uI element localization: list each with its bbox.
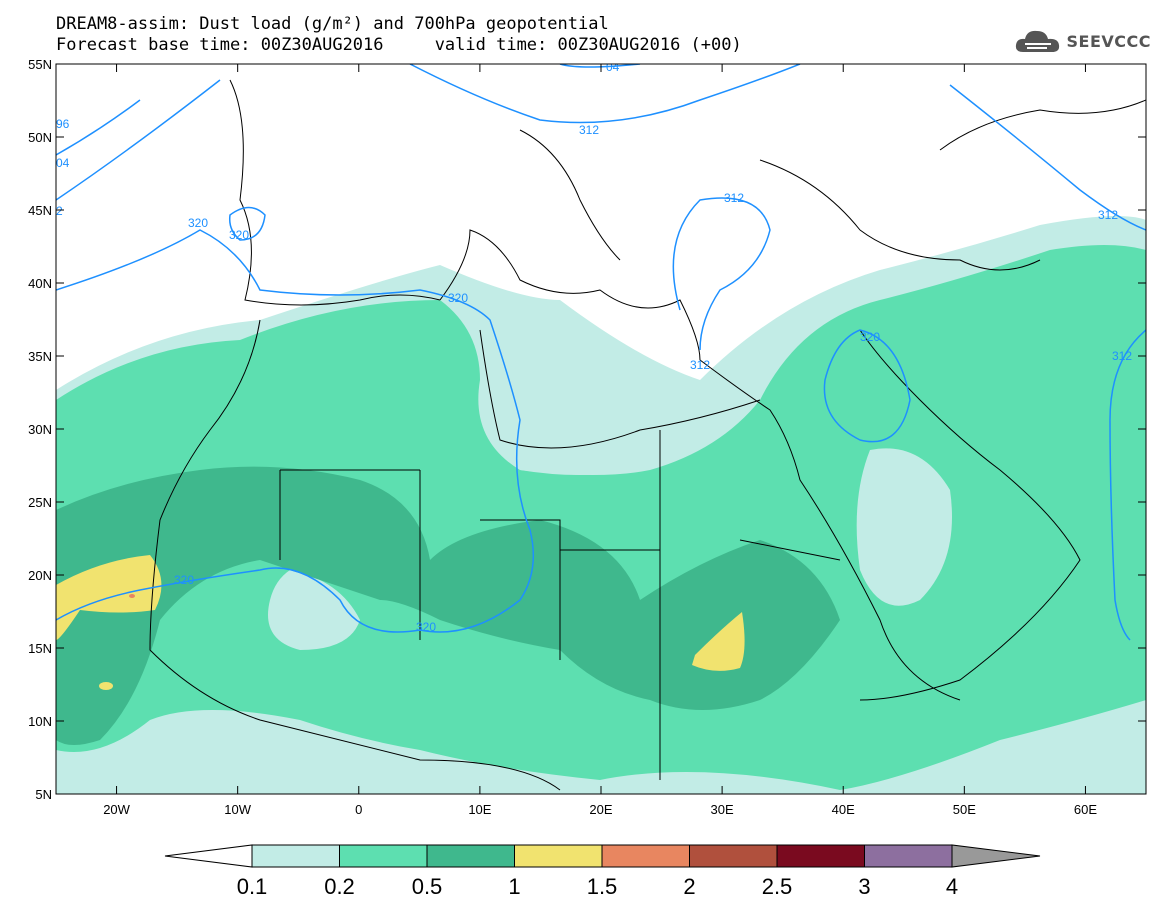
map-title: DREAM8-assim: Dust load (g/m²) and 700hP… [56,14,609,34]
contour-label: 320 [174,573,194,587]
colorbar-label: 1 [508,874,520,899]
colorbar-label: 4 [946,874,958,899]
contour-label: 312 [579,123,599,137]
colorbar-label: 3 [858,874,870,899]
logo-text: SEEVCCC [1066,31,1151,51]
colorbar-label: 1.5 [587,874,618,899]
colorbar-swatch [864,844,953,868]
colorbar-swatch [339,844,428,868]
colorbar-label: 0.1 [237,874,268,899]
lat-tick-label: 15N [28,641,52,656]
coastlines [149,79,1146,791]
contour-label: 96 [56,117,70,131]
contour-label: 320 [229,228,249,242]
lat-tick-label: 40N [28,276,52,291]
colorbar-label: 2 [683,874,695,899]
lat-tick-label: 55N [28,57,52,72]
lon-tick-label: 50E [953,802,976,817]
colorbar-swatch [601,844,690,868]
contour-label: 04 [606,60,620,74]
colorbar-swatch [426,844,515,868]
lon-tick-label: 60E [1074,802,1097,817]
contour-label: 312 [1098,208,1118,222]
lat-tick-label: 10N [28,714,52,729]
logo: SEEVCCC [1013,26,1152,56]
colorbar-swatch [776,844,865,868]
contour-label: 2 [56,204,63,218]
contour-label: 320 [188,216,208,230]
latitude-axis: 55N 50N 45N 40N 35N 30N 25N 20N 15N 10N 5N [28,57,1146,802]
lon-tick-label: 0 [355,802,362,817]
colorbar-swatch [251,844,340,868]
cloud-icon [1015,30,1059,52]
contour-labels: 320 320 320 312 320 320 312 312 312 320 … [56,60,1132,634]
contour-label: 312 [724,191,744,205]
colorbar-label: 0.5 [412,874,443,899]
lat-tick-label: 30N [28,422,52,437]
lon-tick-label: 40E [832,802,855,817]
geopotential-contours [56,64,1146,641]
map-subtitle: Forecast base time: 00Z30AUG2016 valid t… [56,35,742,55]
colorbar: 0.1 0.2 0.5 1 1.5 2 2.5 3 4 [164,844,1041,899]
contour-label: 04 [56,156,70,170]
colorbar-under-arrow [164,844,253,868]
dust-field: 320 320 320 312 320 320 312 312 312 320 … [56,60,1146,794]
longitude-axis: 20W 10W 0 10E 20E 30E 40E 50E 60E [103,64,1097,817]
lon-tick-label: 10E [468,802,491,817]
lat-tick-label: 45N [28,203,52,218]
contour-label: 312 [1112,349,1132,363]
lon-tick-label: 30E [711,802,734,817]
contour-label: 320 [448,291,468,305]
colorbar-label: 0.2 [324,874,355,899]
colorbar-swatch [689,844,778,868]
lon-tick-label: 10W [224,802,251,817]
lat-tick-label: 50N [28,130,52,145]
contour-label: 320 [860,330,880,344]
lat-tick-label: 25N [28,495,52,510]
colorbar-label: 2.5 [762,874,793,899]
colorbar-swatch [514,844,603,868]
lon-tick-label: 20E [589,802,612,817]
lat-tick-label: 35N [28,349,52,364]
lat-tick-label: 20N [28,568,52,583]
contour-label: 320 [416,620,436,634]
lat-tick-label: 5N [35,787,52,802]
colorbar-over-arrow [951,844,1041,868]
lon-tick-label: 20W [103,802,130,817]
contour-label: 312 [690,358,710,372]
